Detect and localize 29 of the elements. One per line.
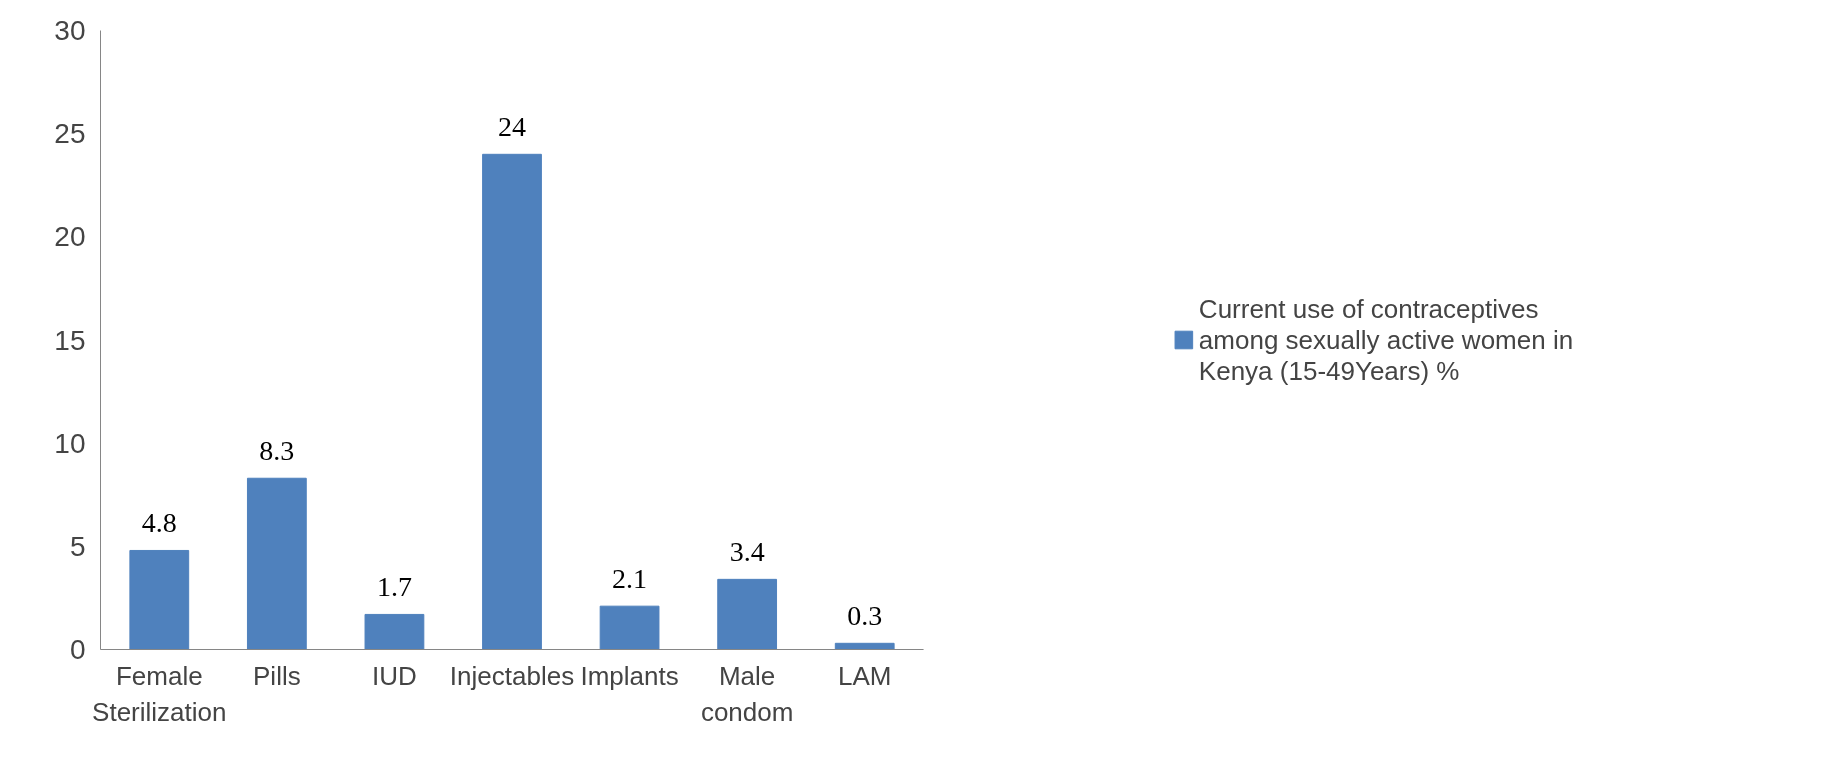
x-tick-label: Female Sterilization	[92, 660, 227, 727]
data-label: 24	[498, 111, 526, 143]
x-tick-label: Male condom	[700, 660, 794, 727]
data-label: 2.1	[612, 563, 648, 595]
bar	[129, 549, 190, 650]
x-tick-label: Injectables	[449, 660, 575, 691]
legend-label: Current use of contraceptives among sexually active women in Kenya (15-49Years) %	[1198, 293, 1574, 386]
bar	[364, 613, 425, 650]
bar	[482, 153, 542, 650]
data-label: 0.3	[847, 600, 883, 632]
data-label: 4.8	[141, 507, 177, 539]
data-label: 1.7	[376, 571, 412, 603]
x-tick-label: LAM	[837, 660, 892, 691]
y-tick-label: 20	[54, 221, 86, 253]
bar	[246, 477, 307, 650]
y-tick-label: 15	[54, 324, 86, 356]
data-label: 8.3	[259, 435, 295, 467]
y-tick-label: 25	[54, 118, 86, 150]
bar	[717, 578, 778, 650]
x-tick-label: Pills	[253, 660, 301, 691]
data-label: 3.4	[729, 536, 765, 568]
x-tick-label: Implants	[580, 660, 679, 691]
y-tick-label: 30	[54, 15, 86, 46]
y-tick-label: 0	[69, 634, 86, 665]
y-tick-label: 10	[54, 427, 86, 459]
bar	[834, 642, 895, 650]
bar	[599, 605, 660, 650]
x-tick-label: IUD	[372, 660, 417, 691]
y-tick-label: 5	[69, 530, 86, 562]
